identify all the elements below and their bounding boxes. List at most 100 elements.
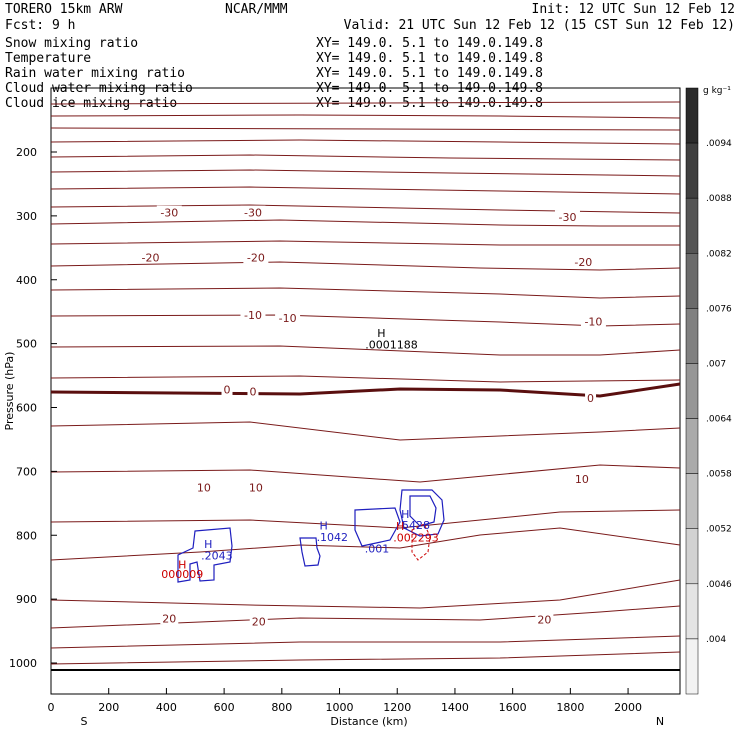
contour-line: [50, 154, 681, 161]
legend-xy-rain: XY= 149.0. 5.1 to 149.0.149.8: [316, 66, 543, 81]
x-tick-label: 1800: [556, 701, 584, 714]
contour-line: [50, 287, 681, 299]
colorbar-tick-label: .0058: [706, 470, 732, 480]
contour-line: [50, 314, 681, 327]
max-annotation: .0001188: [365, 339, 418, 352]
rain-water-contour: [411, 523, 431, 561]
contour-label: -10: [584, 315, 602, 328]
cloud-water-contour: [177, 527, 233, 583]
hydrometeor-contours: [177, 489, 445, 583]
y-axis-title: Pressure (hPa): [3, 352, 16, 431]
contour-label: 20: [537, 614, 551, 627]
max-annotation: H: [204, 538, 212, 551]
x-tick-label: 600: [214, 701, 235, 714]
colorbar-tick-label: .0076: [706, 304, 732, 314]
zero-isotherm: [50, 382, 681, 398]
contour-label-bg: [535, 612, 554, 626]
colorbar-tick-label: .0088: [706, 194, 732, 204]
colorbar-swatch: [685, 253, 699, 309]
x-tick-label: 1400: [441, 701, 469, 714]
legend-xy-temperature: XY= 149.0. 5.1 to 149.0.149.8: [316, 51, 543, 66]
cloud-water-contour: [299, 537, 321, 567]
forecast-label: Fcst: 9 h: [5, 18, 75, 33]
max-annotation: 5428: [402, 519, 430, 532]
contour-label-bg: [554, 210, 580, 224]
legend-name-rain: Rain water mixing ratio: [5, 66, 185, 81]
legend: Snow mixing ratio XY= 149.0. 5.1 to 149.…: [5, 36, 543, 111]
legend-name-temperature: Temperature: [5, 51, 91, 66]
contour-line: [50, 527, 681, 561]
model-title: TORERO 15km ARW: [5, 2, 123, 17]
contour-label-bg: [246, 480, 265, 494]
x-tick-label: 1200: [383, 701, 411, 714]
x-axis-title: Distance (km): [330, 715, 407, 728]
contour-label-bg: [240, 307, 266, 321]
plot-frame: [50, 87, 681, 695]
contour-line: [50, 421, 681, 441]
x-axis-end-north: N: [656, 715, 664, 728]
colorbar-swatch: [685, 418, 699, 474]
legend-name-snow: Snow mixing ratio: [5, 36, 138, 51]
max-annotation: .002293: [393, 532, 439, 545]
axes: 0 200 400 600 800 1000 1200 1400 1600 1800 2000200…: [9, 146, 642, 714]
colorbar: .0094 .0088 .0082 .0076 .007 .0064 .0058 .0052.…: [685, 87, 732, 695]
colorbar-tick-label: .004: [706, 635, 726, 645]
colorbar-tick-label: .007: [706, 359, 726, 369]
max-annotation: H: [320, 520, 328, 533]
contour-label: -20: [574, 256, 592, 269]
contour-lines: [50, 101, 681, 665]
contour-line: [50, 579, 681, 609]
max-annotation: H: [396, 520, 404, 533]
max-annotation: H: [377, 327, 385, 340]
x-axis-end-south: S: [81, 715, 88, 728]
y-tick-label: 500: [16, 338, 37, 351]
contour-label-bg: [160, 611, 179, 625]
contour-labels: -30 -30 -30 -20 -20 -20 -10 -10 -10 0 0 0 10 10 10 20 20…: [138, 205, 606, 628]
contour-label: 10: [197, 481, 211, 494]
colorbar-tick-label: .0094: [706, 139, 732, 149]
contour-label-bg: [570, 254, 596, 268]
x-tick-label: 800: [271, 701, 292, 714]
colorbar-tick-label: .0052: [706, 525, 732, 535]
colorbar-swatch: [685, 473, 699, 529]
contour-line: [50, 345, 681, 356]
contour-label-bg: [243, 250, 269, 264]
org-label: NCAR/MMM: [225, 2, 288, 17]
y-tick-label: 800: [16, 529, 37, 542]
x-tick-label: 2000: [614, 701, 642, 714]
contour-line: [50, 375, 681, 383]
colorbar-swatch: [685, 363, 699, 419]
colorbar-swatch: [685, 583, 699, 640]
colorbar-swatch: [685, 638, 699, 695]
contour-line: [50, 605, 681, 629]
contour-label-bg: [138, 250, 164, 264]
x-tick-label: 1000: [326, 701, 354, 714]
colorbar-swatch: [685, 528, 699, 585]
valid-label: Valid: 21 UTC Sun 12 Feb 12 (15 CST Sun …: [344, 18, 735, 33]
contour-line: [50, 186, 681, 195]
contour-label-bg: [585, 390, 597, 404]
contour-label: 0: [224, 384, 231, 397]
contour-line: [50, 127, 681, 131]
contour-label: -30: [558, 211, 576, 224]
contour-line: [50, 635, 681, 649]
contour-label: -30: [160, 207, 178, 220]
x-tick-label: 1600: [499, 701, 527, 714]
contour-line: [50, 101, 681, 105]
y-tick-label: 400: [16, 274, 37, 287]
contour-label: -20: [247, 251, 265, 264]
colorbar-swatch: [685, 197, 699, 254]
contour-label: 20: [252, 615, 266, 628]
contour-line: [50, 651, 681, 665]
contour-label: 0: [249, 386, 256, 399]
contour-label-bg: [194, 480, 213, 494]
contour-label-bg: [221, 382, 233, 396]
cloud-water-contour: [399, 489, 445, 537]
contour-label: -20: [142, 251, 160, 264]
colorbar-unit: g kg⁻¹: [703, 86, 731, 96]
contour-label: 20: [162, 612, 176, 625]
colorbar-tick-label: .0082: [706, 249, 732, 259]
contour-line: [50, 169, 681, 177]
contour-label-bg: [240, 205, 266, 219]
